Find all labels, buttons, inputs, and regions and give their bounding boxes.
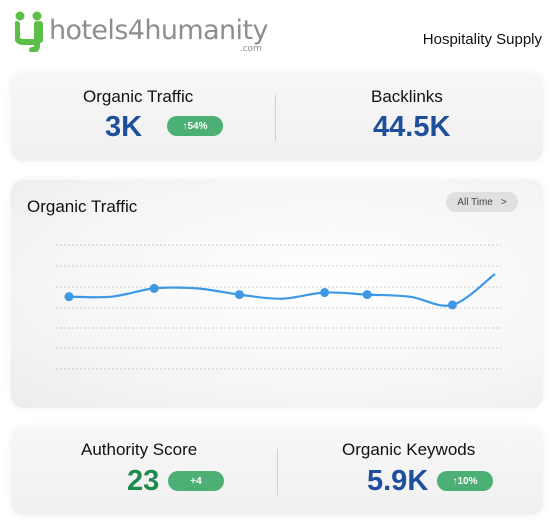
organic-keywords-label: Organic Keywods <box>342 440 476 459</box>
bottom-metrics-card: Authority Score 23 +4 Organic Keywods 5.… <box>11 427 543 515</box>
traffic-data-point[interactable] <box>320 288 330 298</box>
authority-score-value: 23 <box>127 465 160 497</box>
segment-label: Hospitality Supply <box>422 31 542 48</box>
authority-score-change-badge: +4 <box>168 471 224 491</box>
metrics-divider <box>277 449 278 495</box>
organic-traffic-line-chart <box>56 244 501 370</box>
traffic-data-point[interactable] <box>362 290 372 300</box>
logo-suffix: .com <box>239 44 262 54</box>
traffic-data-point[interactable] <box>149 283 159 293</box>
chevron-right-icon: > <box>500 196 507 208</box>
organic-traffic-label: Organic Traffic <box>83 87 194 106</box>
page-header: hotels4humanity .com Hospitality Supply <box>0 0 557 66</box>
backlinks-value: 44.5K <box>373 111 451 143</box>
time-range-button[interactable]: All Time > <box>446 192 518 212</box>
top-metrics-card: Organic Traffic 3K ↑54% Backlinks 44.5K <box>11 73 543 161</box>
organic-traffic-chart-card: Organic Traffic All Time > <box>11 180 543 408</box>
traffic-data-point[interactable] <box>234 290 244 300</box>
hotels4humanity-logo-icon <box>15 11 43 52</box>
authority-score-label: Authority Score <box>81 440 198 459</box>
backlinks-label: Backlinks <box>371 87 443 106</box>
organic-traffic-value: 3K <box>105 111 143 143</box>
time-range-label: All Time <box>457 196 493 208</box>
organic-keywords-value: 5.9K <box>367 465 429 497</box>
metrics-divider <box>275 95 276 141</box>
organic-keywords-change-badge: ↑10% <box>437 471 493 491</box>
traffic-data-point[interactable] <box>447 300 457 310</box>
logo-text: hotels4humanity <box>49 15 268 46</box>
chart-title: Organic Traffic <box>27 197 138 216</box>
brand-logo[interactable]: hotels4humanity .com <box>15 10 268 56</box>
logo-wordmark: hotels4humanity .com <box>49 15 268 55</box>
traffic-series-line <box>68 273 496 307</box>
organic-traffic-change-badge: ↑54% <box>167 116 223 136</box>
traffic-data-point[interactable] <box>64 292 74 302</box>
